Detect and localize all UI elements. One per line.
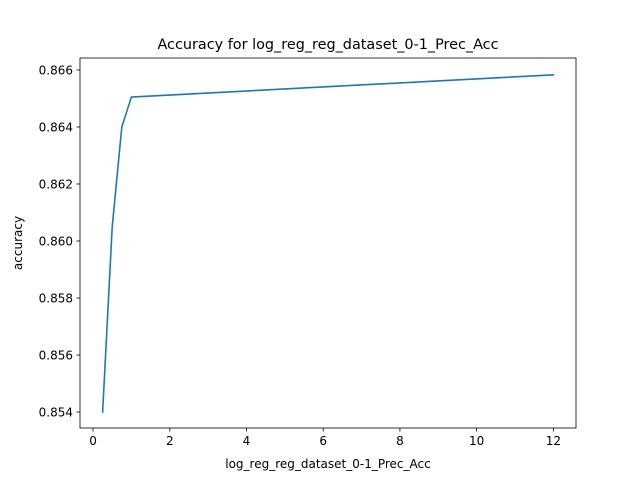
plot-area [80, 58, 576, 428]
y-tick-label: 0.854 [39, 405, 73, 419]
x-tick-label: 12 [546, 434, 561, 448]
x-tick-label: 8 [396, 434, 404, 448]
ticks-layer: 0 2 4 6 8 10 12 0.854 0.856 0.858 0.860 0.862 0.864 0… [39, 63, 561, 448]
y-tick-label: 0.864 [39, 120, 73, 134]
y-tick-label: 0.860 [39, 234, 73, 248]
y-axis-label: accuracy [11, 216, 25, 270]
x-tick-label: 2 [166, 434, 174, 448]
y-tick-label: 0.862 [39, 177, 73, 191]
y-tick-label: 0.866 [39, 63, 73, 77]
y-tick-label: 0.856 [39, 348, 73, 362]
data-point [130, 96, 133, 98]
y-tick-label: 0.858 [39, 291, 73, 305]
x-tick-label: 0 [89, 434, 97, 448]
data-point [111, 226, 113, 228]
x-tick-label: 6 [319, 434, 327, 448]
x-tick-label: 10 [469, 434, 484, 448]
axes-frame [79, 57, 577, 429]
data-point [102, 411, 104, 413]
data-point [552, 74, 554, 76]
data-point [121, 126, 123, 128]
x-tick-label: 4 [243, 434, 251, 448]
chart-title: Accuracy for log_reg_reg_dataset_0-1_Pre… [157, 37, 498, 53]
series-layer [101, 73, 555, 413]
x-axis-label: log_reg_reg_dataset_0-1_Prec_Acc [225, 457, 430, 471]
